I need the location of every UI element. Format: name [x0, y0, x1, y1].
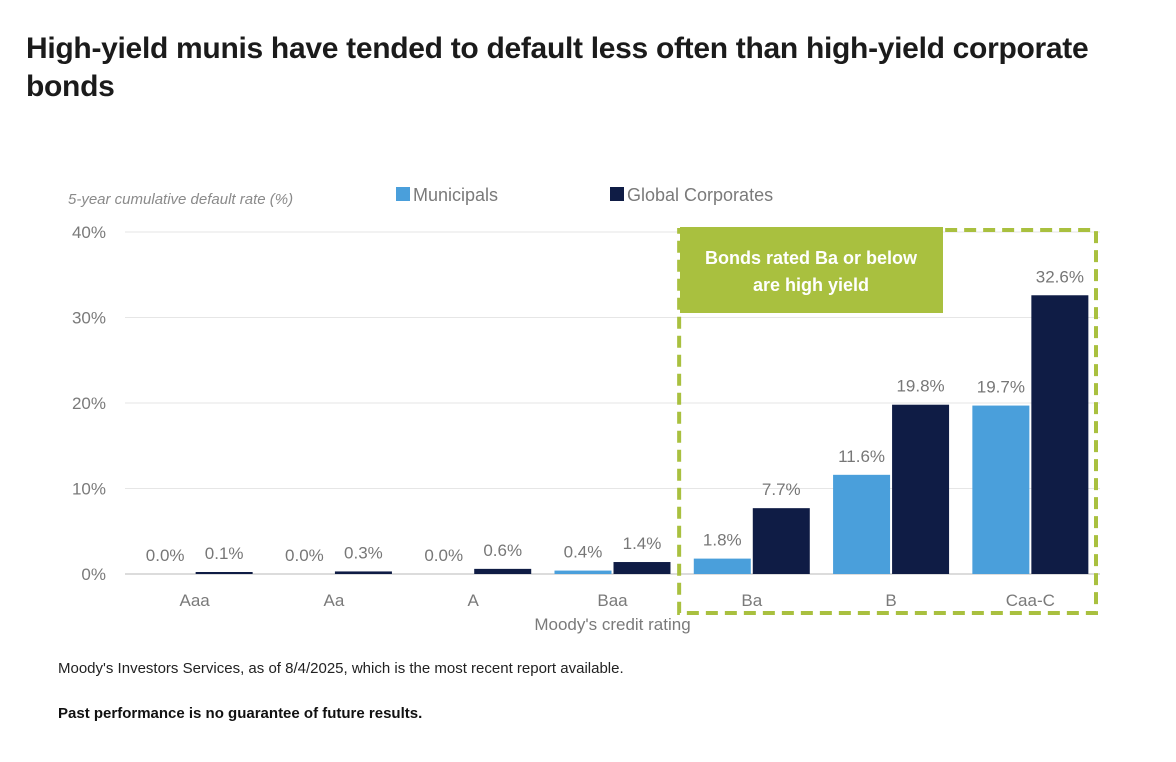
legend-swatch-0 — [396, 187, 410, 201]
x-tick-label: A — [468, 591, 480, 610]
data-label: 0.0% — [146, 546, 185, 565]
x-tick-label: Aaa — [180, 591, 211, 610]
bar-global-corporates-a — [474, 568, 532, 574]
data-label: 32.6% — [1036, 267, 1084, 286]
x-tick-label: Caa-C — [1006, 591, 1055, 610]
data-label: 19.7% — [977, 378, 1025, 397]
data-label: 0.0% — [424, 546, 463, 565]
data-label: 0.3% — [344, 543, 383, 562]
high-yield-highlight-box — [677, 228, 1099, 615]
bar-global-corporates-ba — [752, 508, 810, 574]
y-tick-label: 30% — [72, 309, 106, 328]
x-tick-label: B — [885, 591, 896, 610]
legend-swatch-1 — [610, 187, 624, 201]
y-tick-label: 40% — [72, 223, 106, 242]
data-label: 7.7% — [762, 480, 801, 499]
disclaimer: Past performance is no guarantee of futu… — [58, 705, 423, 722]
annotation-text: Bonds rated Ba or below — [705, 248, 918, 268]
data-label: 0.4% — [564, 543, 603, 562]
y-tick-label: 0% — [81, 565, 106, 584]
page-title: High-yield munis have tended to default … — [26, 32, 1089, 103]
bar-municipals-caa-c — [972, 405, 1030, 574]
data-label: 1.8% — [703, 531, 742, 550]
annotation-text: are high yield — [753, 275, 869, 295]
data-label: 11.6% — [838, 447, 885, 466]
bar-global-corporates-caa-c — [1031, 295, 1089, 574]
y-axis-label: 5-year cumulative default rate (%) — [68, 191, 293, 208]
source-note: Moody's Investors Services, as of 8/4/20… — [58, 660, 624, 677]
chart: 0% 10% 20% 30% 40% 5-year cumulative default … — [0, 160, 1176, 650]
data-label: 0.0% — [285, 546, 324, 565]
bar-municipals-ba — [693, 558, 751, 574]
x-tick-label: Ba — [741, 591, 762, 610]
data-label: 0.1% — [205, 544, 244, 563]
x-tick-label: Aa — [324, 591, 345, 610]
data-label: 1.4% — [623, 534, 662, 553]
x-tick-label: Baa — [597, 591, 628, 610]
bar-chart-svg: 0% 10% 20% 30% 40% 5-year cumulative default … — [68, 185, 1100, 634]
annotation-callout — [680, 227, 943, 313]
bar-global-corporates-baa — [613, 562, 671, 574]
y-tick-label: 20% — [72, 394, 106, 413]
data-label: 19.8% — [896, 377, 944, 396]
bar-municipals-b — [833, 474, 891, 574]
bar-global-corporates-aa — [334, 571, 392, 574]
y-tick-label: 10% — [72, 480, 106, 499]
bar-municipals-baa — [554, 570, 612, 574]
bar-global-corporates-b — [892, 404, 950, 574]
bar-global-corporates-aaa — [195, 572, 253, 574]
x-axis-label: Moody's credit rating — [534, 615, 690, 634]
legend-label: Global Corporates — [627, 185, 773, 205]
legend-label: Municipals — [413, 185, 498, 205]
data-label: 0.6% — [483, 541, 522, 560]
